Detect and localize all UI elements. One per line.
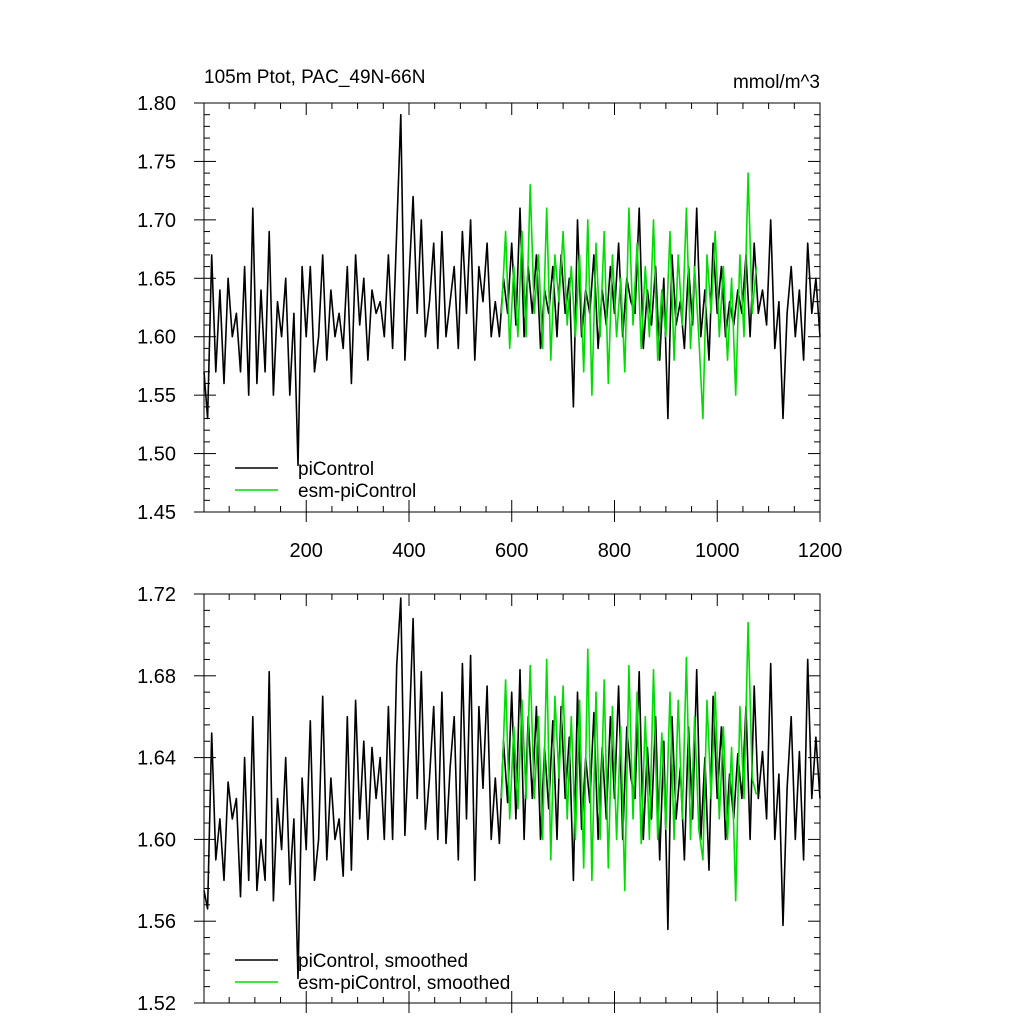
x-tick-label: 1200 <box>798 540 843 562</box>
series-line-0 <box>203 113 821 467</box>
top-panel: 1.45 1.50 1.55 1.60 1.65 1.70 1.75 1.80 200 400 60… <box>137 93 842 562</box>
series-line-1 <box>500 172 758 420</box>
series-line-0 <box>203 597 821 980</box>
x-tick-label: 600 <box>495 540 528 562</box>
y-tick-label: 1.60 <box>137 829 176 851</box>
series-line-1 <box>500 621 758 902</box>
y-tick-label: 1.50 <box>137 444 176 466</box>
legend-label-0: piControl, smoothed <box>298 951 468 972</box>
x-tick-label: 800 <box>598 540 631 562</box>
bottom-panel: 1.52 1.56 1.60 1.64 1.68 1.72 piControl, smoot… <box>137 584 821 1015</box>
chart-title: 105m Ptot, PAC_49N-66N <box>204 67 425 88</box>
y-tick-label: 1.68 <box>137 666 176 688</box>
y-tick-label: 1.64 <box>137 748 176 770</box>
y-tick-label: 1.56 <box>137 911 176 933</box>
x-tick-label: 1000 <box>695 540 740 562</box>
y-tick-label: 1.80 <box>137 93 176 115</box>
y-tick-label: 1.55 <box>137 385 176 407</box>
y-tick-label: 1.60 <box>137 327 176 349</box>
units-label: mmol/m^3 <box>733 72 820 93</box>
x-tick-label: 400 <box>392 540 425 562</box>
legend-label-0: piControl <box>298 459 374 480</box>
y-tick-label: 1.75 <box>137 151 176 173</box>
y-tick-label: 1.52 <box>137 993 176 1015</box>
legend-label-1: esm-piControl, smoothed <box>298 973 510 994</box>
y-tick-label: 1.45 <box>137 502 176 524</box>
x-tick-label: 200 <box>290 540 323 562</box>
y-tick-label: 1.70 <box>137 210 176 232</box>
y-tick-label: 1.72 <box>137 584 176 606</box>
y-tick-label: 1.65 <box>137 268 176 290</box>
legend-label-1: esm-piControl <box>298 481 416 502</box>
